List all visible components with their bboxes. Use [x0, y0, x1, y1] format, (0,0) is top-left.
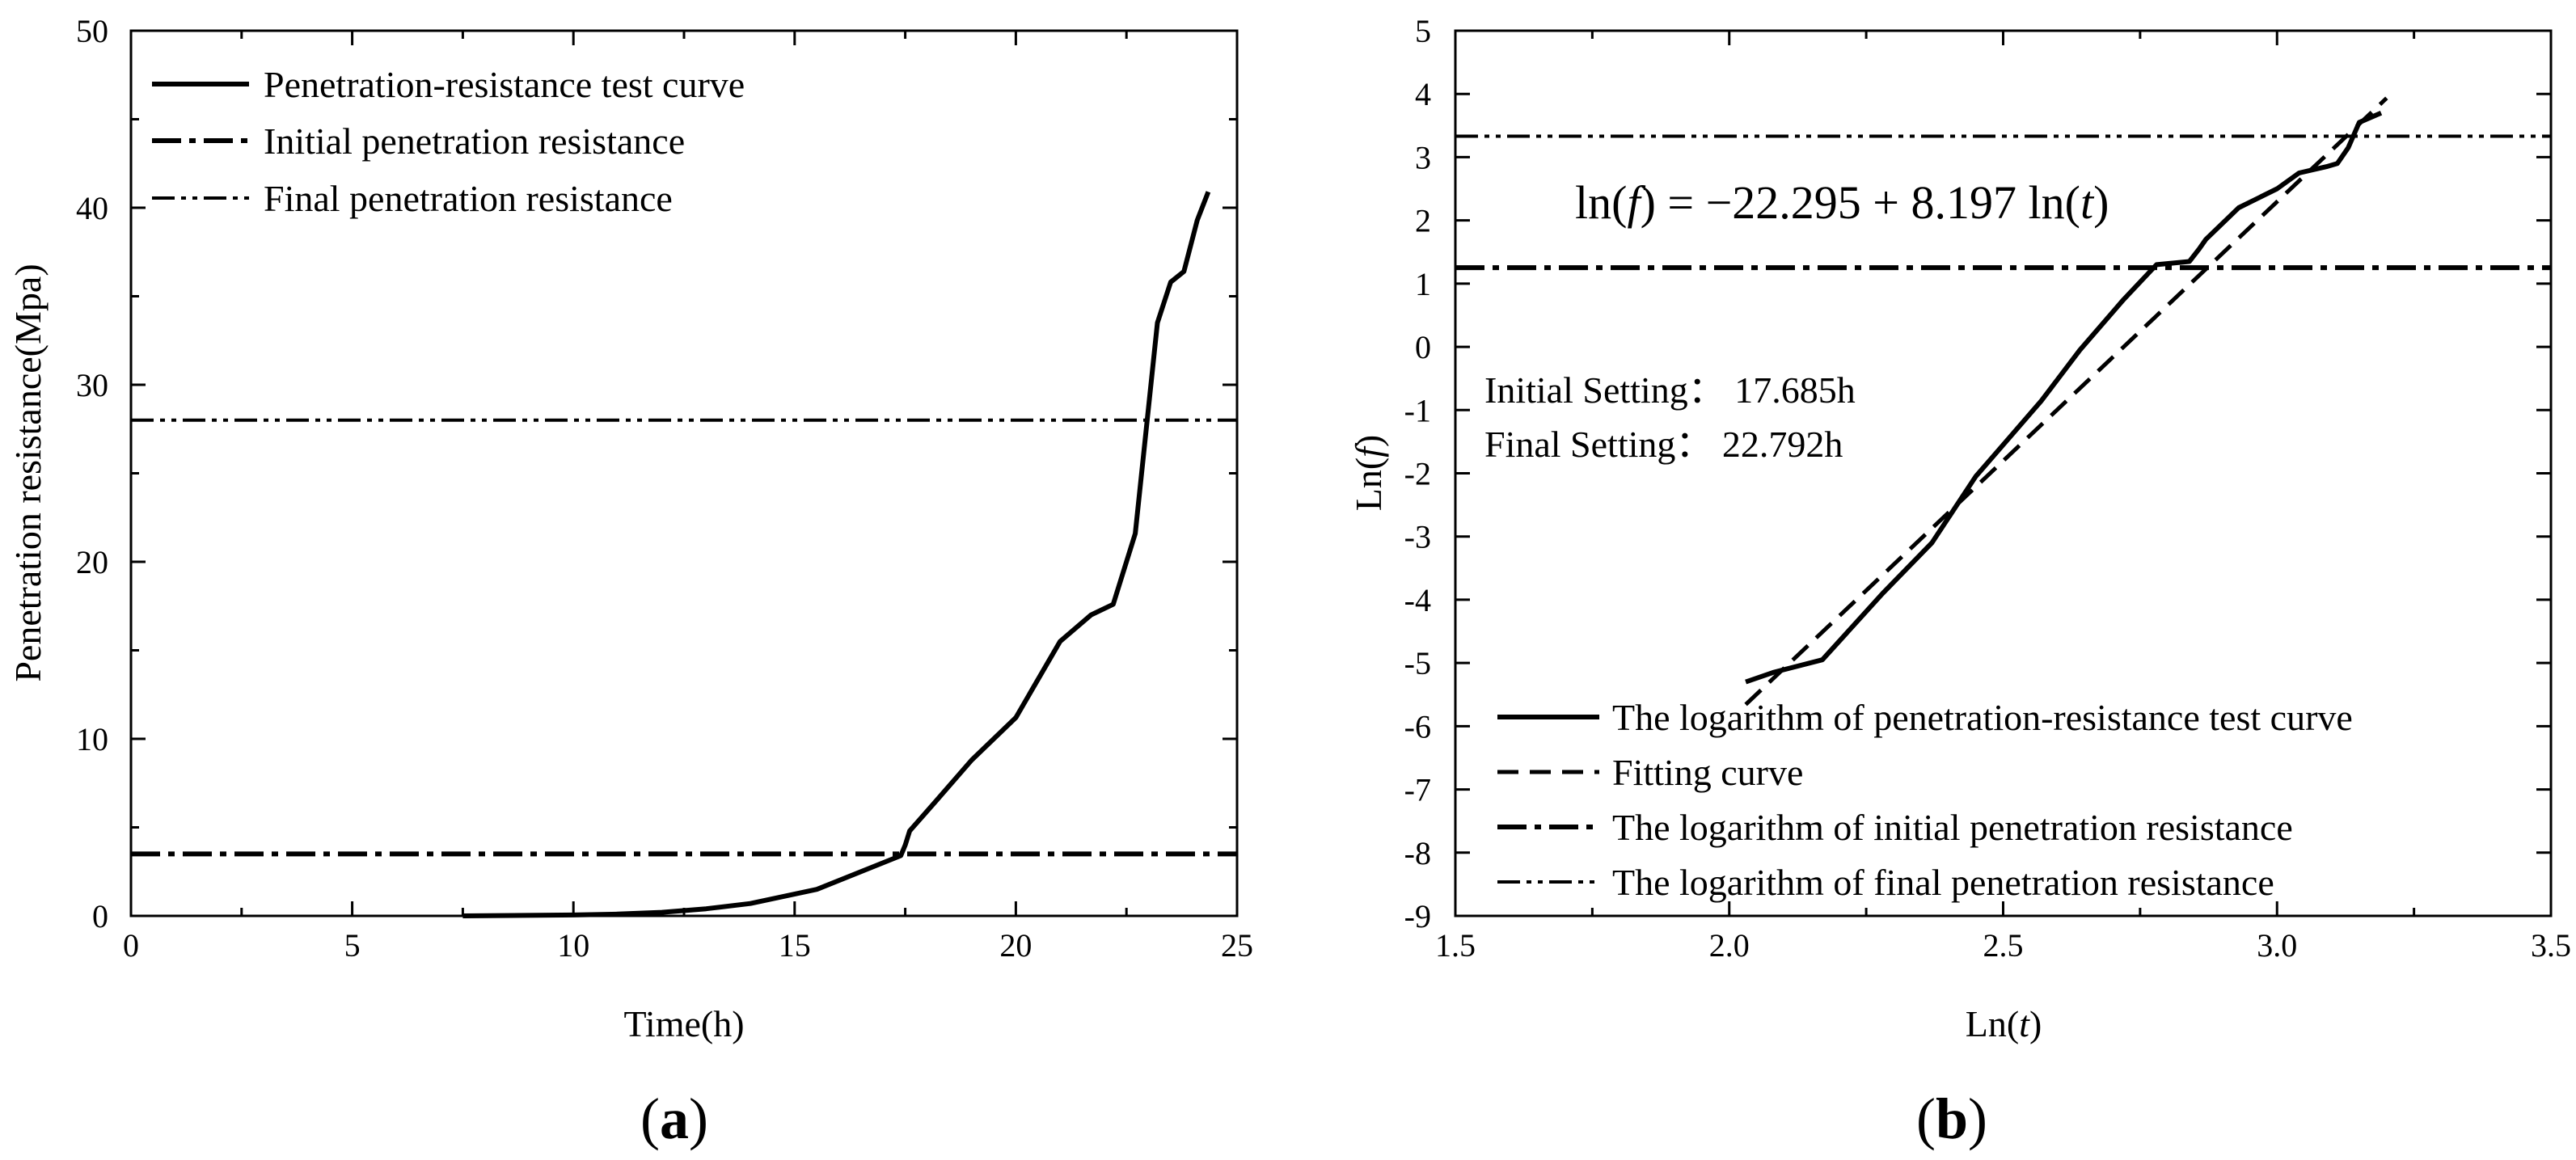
chart-b-xtick-label: 1.5 [1435, 927, 1476, 964]
chart-b-y-tick-labels: -9 -8 -7 -6 -5 -4 -3 -2 -1 0 1 2 3 4 5 [1404, 13, 1431, 934]
chart-a-ytick-label: 10 [76, 721, 108, 757]
chart-a-y-axis-label: Penetration resistance(Mpa) [7, 264, 49, 681]
chart-b-ytick-label: 2 [1415, 203, 1431, 239]
chart-b-fit-equation: ln(f) = −22.295 + 8.197 ln(t) [1575, 176, 2109, 229]
legend-label: The logarithm of penetration-resistance … [1612, 697, 2353, 738]
chart-b-xtick-label: 2.0 [1709, 927, 1750, 964]
chart-a-xtick-label: 0 [123, 927, 139, 964]
chart-b: 1.5 2.0 2.5 3.0 3.5 -9 -8 -7 -6 -5 -4 -3… [1348, 13, 2571, 1151]
chart-b-ytick-label: -5 [1404, 645, 1431, 681]
chart-a-plot-frame [129, 29, 1239, 917]
chart-b-ytick-label: -7 [1404, 772, 1431, 808]
chart-a-xtick-label: 20 [999, 927, 1032, 964]
chart-b-ytick-label: -4 [1404, 582, 1431, 618]
chart-a-ytick-label: 0 [92, 898, 108, 934]
chart-b-ytick-label: 0 [1415, 329, 1431, 365]
chart-a-ytick-label: 50 [76, 13, 108, 49]
chart-b-ytick-label: -3 [1404, 519, 1431, 555]
chart-b-x-tick-labels: 1.5 2.0 2.5 3.0 3.5 [1435, 927, 2571, 964]
chart-a-ytick-label: 40 [76, 190, 108, 226]
chart-a-test-curve [462, 191, 1211, 918]
chart-b-ytick-label: -1 [1404, 392, 1431, 428]
legend-label: Initial penetration resistance [264, 120, 685, 162]
chart-b-ytick-label: 5 [1415, 13, 1431, 49]
chart-b-panel-label: (b) [1916, 1086, 1987, 1151]
chart-a-x-tick-labels: 0 5 10 15 20 25 [123, 927, 1253, 964]
chart-a-ytick-label: 30 [76, 367, 108, 403]
chart-a-ticks [129, 29, 1239, 917]
legend-label: The logarithm of initial penetration res… [1612, 807, 2293, 848]
chart-a-reference-lines [131, 418, 1237, 857]
chart-b-fitting-curve [1744, 96, 2388, 707]
chart-a-panel-label: (a) [640, 1086, 708, 1151]
chart-b-reference-lines [1455, 134, 2551, 271]
chart-a: 0 5 10 15 20 25 0 10 20 30 40 50 Time(h)… [7, 13, 1253, 1151]
chart-b-ytick-label: 3 [1415, 139, 1431, 175]
chart-b-xtick-label: 3.5 [2531, 927, 2571, 964]
legend-label: The logarithm of final penetration resis… [1612, 862, 2274, 903]
chart-b-final-setting-annotation: Final Setting： 22.792h [1484, 424, 1843, 465]
chart-a-x-axis-label: Time(h) [623, 1003, 744, 1044]
chart-b-ytick-label: -2 [1404, 456, 1431, 492]
chart-b-log-test-curve [1745, 110, 2383, 685]
chart-b-legend: The logarithm of penetration-resistance … [1497, 697, 2353, 903]
legend-label: Penetration-resistance test curve [264, 64, 745, 105]
chart-b-ytick-label: -9 [1404, 898, 1431, 934]
chart-a-ytick-label: 20 [76, 544, 108, 580]
chart-a-legend: Penetration-resistance test curve Initia… [152, 64, 745, 219]
chart-b-y-axis-label: Ln(f) [1348, 435, 1389, 512]
chart-a-xtick-label: 5 [344, 927, 361, 964]
chart-b-xtick-label: 2.5 [1983, 927, 2024, 964]
chart-b-ytick-label: -6 [1404, 708, 1431, 745]
chart-b-x-axis-label: Ln(t) [1966, 1003, 2042, 1044]
chart-b-plot-frame [1454, 29, 2553, 917]
chart-a-xtick-label: 10 [557, 927, 589, 964]
chart-a-xtick-label: 15 [779, 927, 811, 964]
chart-b-ytick-label: 1 [1415, 266, 1431, 302]
chart-b-xtick-label: 3.0 [2257, 927, 2297, 964]
chart-b-ytick-label: -8 [1404, 835, 1431, 871]
legend-label: Final penetration resistance [264, 178, 673, 219]
legend-label: Fitting curve [1612, 752, 1803, 793]
chart-b-ytick-label: 4 [1415, 76, 1431, 112]
chart-a-y-tick-labels: 0 10 20 30 40 50 [76, 13, 108, 934]
chart-a-xtick-label: 25 [1221, 927, 1253, 964]
chart-b-initial-setting-annotation: Initial Setting： 17.685h [1484, 369, 1856, 411]
